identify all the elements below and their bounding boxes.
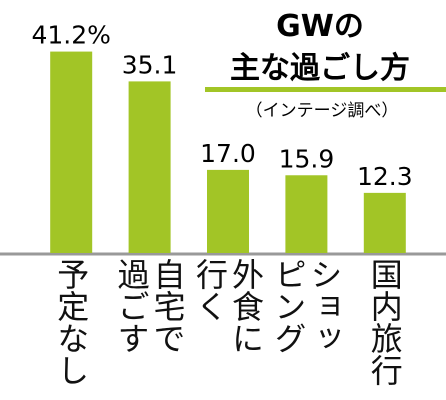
x-tick-label: ショッ ピング xyxy=(269,258,344,354)
chart-subtitle: （インテージ調べ） xyxy=(246,101,399,121)
x-tick-label: 予定なし xyxy=(52,258,91,386)
x-tick-label: 自宅で 過ごす xyxy=(112,258,187,354)
value-label: 41.2% xyxy=(31,21,110,50)
x-tick-label: 国内旅行 xyxy=(365,258,404,386)
x-tick-label: 外食に 行く xyxy=(191,258,265,354)
value-label: 35.1 xyxy=(122,50,178,79)
value-label: 15.9 xyxy=(279,144,335,173)
chart-title: 主な過ごし方 xyxy=(230,51,410,86)
title-underline xyxy=(205,87,446,92)
value-label: 17.0 xyxy=(200,139,256,168)
bar xyxy=(50,51,93,254)
bar xyxy=(128,81,171,254)
chart-title: GWの xyxy=(276,9,364,44)
bar xyxy=(207,169,249,253)
bar xyxy=(285,175,328,253)
bar xyxy=(363,192,406,253)
value-label: 12.3 xyxy=(357,162,413,191)
